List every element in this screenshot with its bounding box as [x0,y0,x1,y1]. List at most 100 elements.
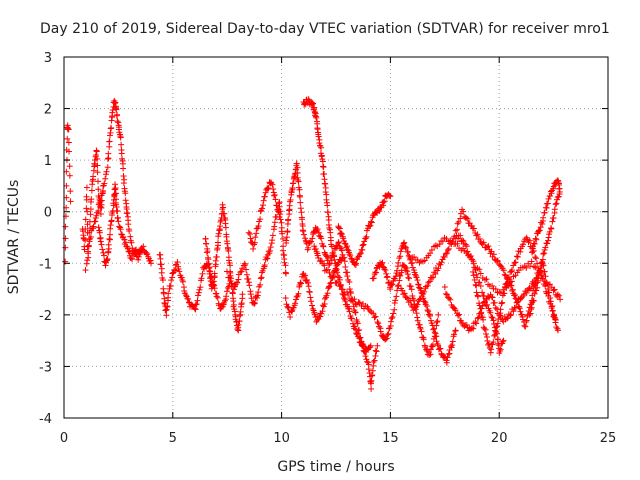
data-point [374,319,381,326]
data-point [215,239,222,246]
data-point [445,351,452,358]
data-point [135,253,142,260]
data-point [392,297,399,304]
data-point [246,282,253,289]
data-point [287,196,294,203]
data-point [276,203,283,210]
data-point [477,305,484,312]
data-point [488,293,495,300]
data-point [487,309,494,316]
data-point [82,267,89,274]
data-point [500,267,507,274]
data-point [441,284,448,291]
data-point [359,242,366,249]
data-point [545,234,552,241]
data-point [553,200,560,207]
data-point [390,310,397,317]
data-point [179,278,186,285]
data-point [361,238,368,245]
data-point [421,298,428,305]
data-point [490,317,497,324]
data-point [480,239,487,246]
data-point [112,190,119,197]
data-point [174,259,181,266]
data-point [95,224,102,231]
data-point [126,227,133,234]
data-point [373,348,380,355]
data-point [534,279,541,286]
data-point [533,236,540,243]
data-point [318,310,325,317]
data-point [257,275,264,282]
data-point [302,272,309,279]
data-point [319,308,326,315]
data-point [424,306,431,313]
data-point [511,259,518,266]
data-point [407,283,414,290]
data-point [404,268,411,275]
data-point [366,307,373,314]
data-point [372,313,379,320]
data-point [320,243,327,250]
data-point [266,247,273,254]
data-point [479,289,486,296]
data-point [148,260,155,267]
data-point [341,254,348,261]
data-point [523,318,530,325]
data-point [294,164,301,171]
data-point [105,241,112,248]
data-point [363,233,370,240]
data-point [333,266,340,273]
data-point [261,262,268,269]
data-point [196,286,203,293]
data-point [492,304,499,311]
data-point [185,295,192,302]
data-point [329,252,336,259]
data-point [88,187,95,194]
data-point [236,312,243,319]
data-point [339,286,346,293]
data-point [237,269,244,276]
data-point [490,321,497,328]
data-point [464,248,471,255]
data-point [498,300,505,307]
data-point [454,226,461,233]
data-point [531,240,538,247]
data-point [282,270,289,277]
data-point [483,330,490,337]
data-point [367,342,374,349]
data-point [507,278,514,285]
data-point [165,290,172,297]
data-point [104,155,111,162]
data-point [204,248,211,255]
data-point [120,233,127,240]
data-point [282,295,289,302]
data-point [517,308,524,315]
x-tick-label: 15 [382,431,399,446]
data-point [269,181,276,188]
data-point [473,289,480,296]
data-point [418,328,425,335]
data-point [373,265,380,272]
data-point [516,305,523,312]
data-point [214,245,221,252]
data-point [473,271,480,278]
data-point [472,281,479,288]
data-point [426,312,433,319]
data-point [330,273,337,280]
data-point [494,257,501,264]
data-point [556,292,563,299]
data-point [95,207,102,214]
data-point [474,315,481,322]
data-point [328,243,335,250]
data-point [318,235,325,242]
data-point [278,219,285,226]
data-point [388,282,395,289]
data-point [413,274,420,281]
data-point [300,228,307,235]
data-point [293,160,300,167]
data-point [335,278,342,285]
data-point [290,180,297,187]
data-point [532,235,539,242]
data-point [220,204,227,211]
